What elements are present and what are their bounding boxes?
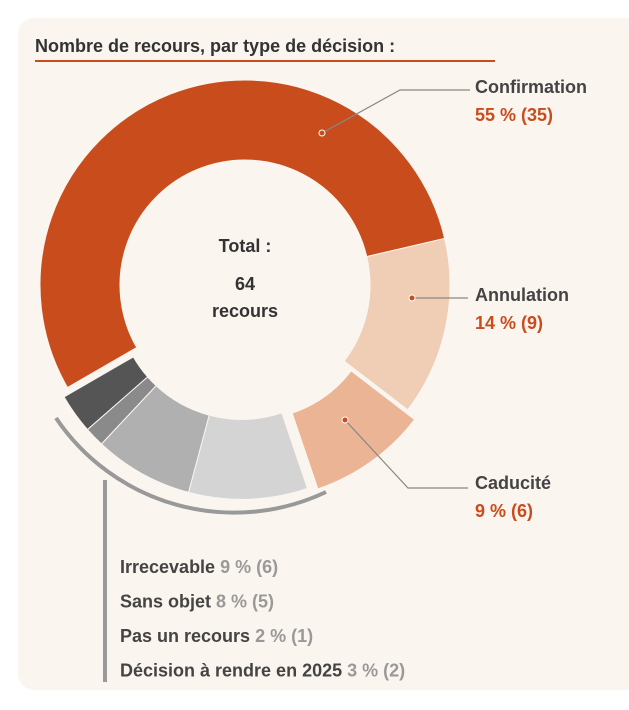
total-unit: recours xyxy=(212,301,278,321)
legend-name: Irrecevable xyxy=(120,557,215,577)
legend-value: 3 % (2) xyxy=(347,660,405,680)
legend-entry: Décision à rendre en 2025 3 % (2) xyxy=(120,660,405,680)
legend-name: Confirmation xyxy=(475,77,587,97)
leader-dot xyxy=(408,294,416,302)
donut-segment xyxy=(343,237,451,411)
legend-entry: Sans objet 8 % (5) xyxy=(120,591,274,611)
donut-segment xyxy=(39,79,446,389)
legend-value: 8 % (5) xyxy=(216,591,274,611)
legend-name: Annulation xyxy=(475,285,569,305)
donut-segment xyxy=(63,356,149,431)
legend-value: 9 % (6) xyxy=(220,557,278,577)
legend-name: Sans objet xyxy=(120,591,211,611)
legend-name: Décision à rendre en 2025 xyxy=(120,660,342,680)
legend-value: 14 % (9) xyxy=(475,313,543,333)
card xyxy=(18,18,629,690)
legend-value: 9 % (6) xyxy=(475,501,533,521)
leader-line xyxy=(344,419,468,489)
total: 64 xyxy=(235,274,255,294)
total-label: Total : xyxy=(219,236,272,256)
legend-value: 55 % (35) xyxy=(475,105,553,125)
leader-line xyxy=(321,89,470,134)
leader-dot xyxy=(341,416,349,424)
legend-value: 2 % (1) xyxy=(255,626,313,646)
legend-entry: Irrecevable 9 % (6) xyxy=(120,557,278,577)
legend-name: Caducité xyxy=(475,473,551,493)
legend-entry: Pas un recours 2 % (1) xyxy=(120,626,313,646)
leader-dot xyxy=(318,129,326,137)
legend-name: Pas un recours xyxy=(120,626,250,646)
chart-title: Nombre de recours, par type de décision … xyxy=(35,36,395,56)
group-bracket xyxy=(54,416,327,515)
